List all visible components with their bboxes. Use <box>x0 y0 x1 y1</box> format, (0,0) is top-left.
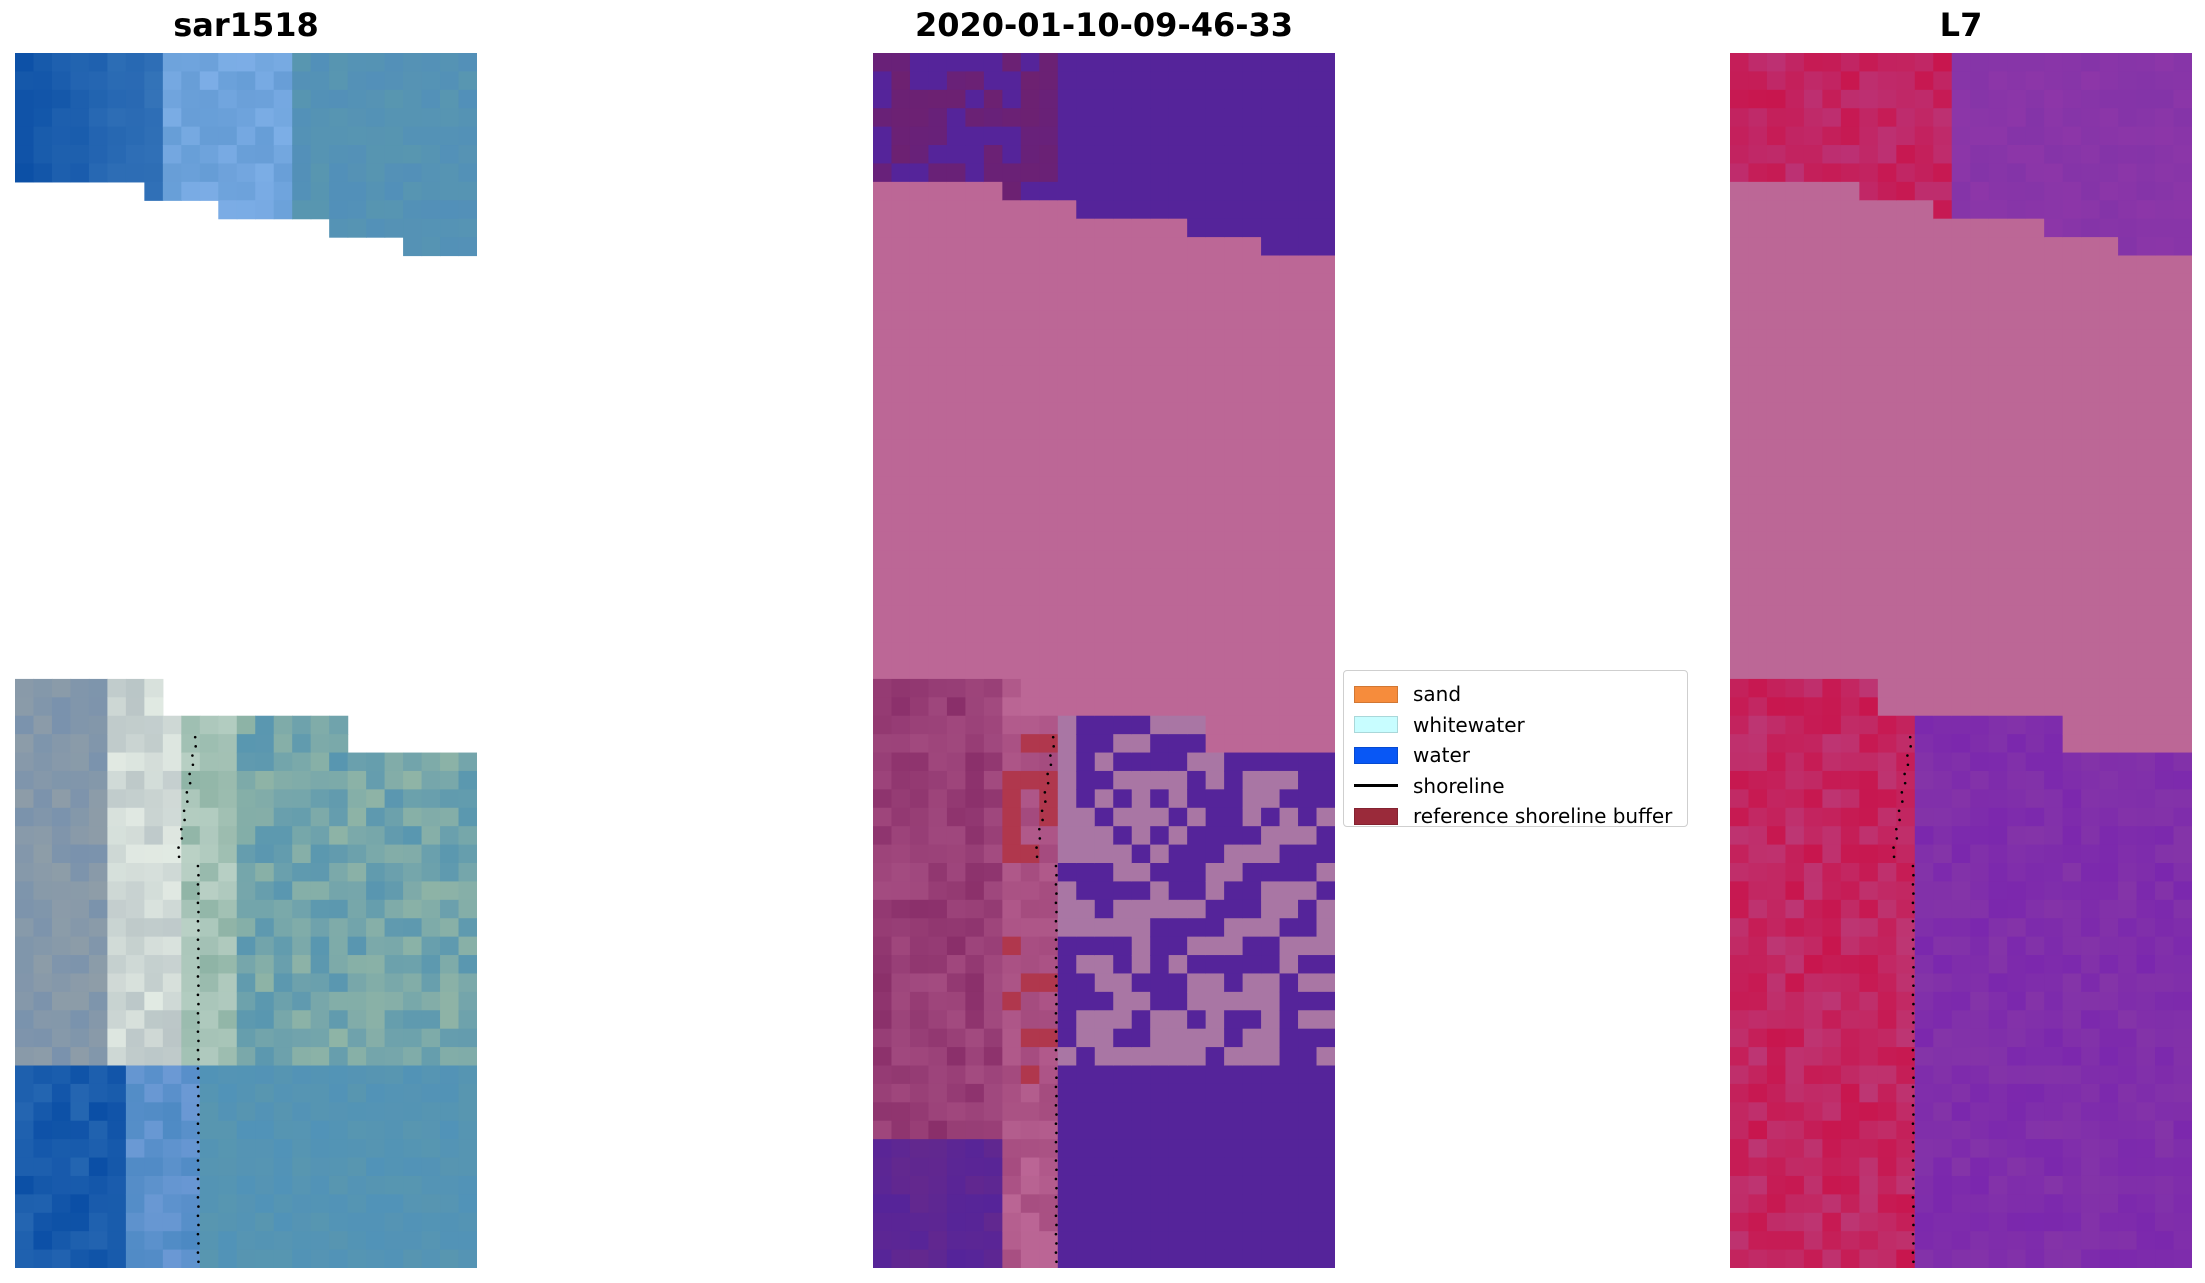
water-swatch <box>1354 746 1398 764</box>
panel-title-l7: L7 <box>1939 6 1983 44</box>
rgb-image-panel <box>15 53 477 1268</box>
whitewater-swatch <box>1354 716 1398 734</box>
legend-item-sand: sand <box>1354 679 1677 710</box>
legend-label-shoreline: shoreline <box>1413 773 1505 798</box>
legend-label-sand: sand <box>1413 682 1462 707</box>
panel-title-date: 2020-01-10-09-46-33 <box>914 6 1294 44</box>
rgb-image <box>15 53 477 1268</box>
legend-item-water: water <box>1354 740 1677 771</box>
legend-item-reference-buffer: reference shoreline buffer <box>1354 801 1677 832</box>
legend-item-shoreline: shoreline <box>1354 771 1677 802</box>
l7-image-panel <box>1730 53 2192 1268</box>
legend-item-whitewater: whitewater <box>1354 710 1677 741</box>
legend-label-whitewater: whitewater <box>1413 712 1525 737</box>
legend: sand whitewater water shoreline referenc… <box>1343 670 1688 828</box>
panel-title-sar1518: sar1518 <box>173 6 319 44</box>
legend-label-water: water <box>1413 743 1470 768</box>
classified-image <box>873 53 1335 1268</box>
reference-buffer-swatch <box>1354 807 1398 825</box>
legend-label-reference-buffer: reference shoreline buffer <box>1413 804 1673 829</box>
classified-image-panel <box>873 53 1335 1268</box>
l7-image <box>1730 53 2192 1268</box>
sand-swatch <box>1354 685 1398 703</box>
shoreline-line-swatch <box>1354 784 1398 788</box>
